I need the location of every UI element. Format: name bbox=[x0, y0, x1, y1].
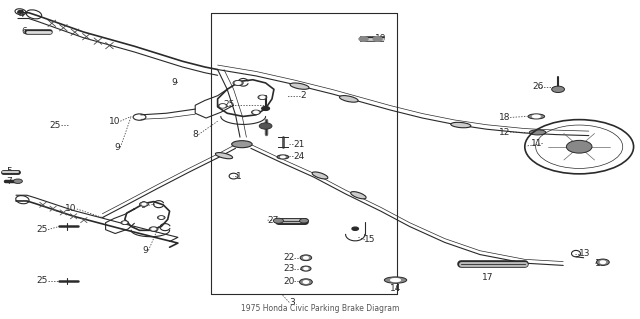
Ellipse shape bbox=[339, 96, 358, 102]
Circle shape bbox=[373, 37, 382, 41]
Circle shape bbox=[596, 259, 609, 265]
Circle shape bbox=[18, 11, 23, 13]
Circle shape bbox=[273, 218, 284, 223]
Text: 17: 17 bbox=[482, 273, 493, 282]
Text: 12: 12 bbox=[499, 128, 510, 137]
Circle shape bbox=[258, 95, 267, 100]
Text: 10: 10 bbox=[65, 204, 77, 213]
Text: 3: 3 bbox=[289, 298, 295, 307]
Circle shape bbox=[300, 219, 308, 223]
Circle shape bbox=[142, 203, 146, 205]
Ellipse shape bbox=[351, 192, 366, 199]
Circle shape bbox=[252, 110, 260, 115]
Ellipse shape bbox=[312, 172, 328, 179]
Circle shape bbox=[160, 217, 163, 218]
Text: 4: 4 bbox=[19, 10, 24, 19]
Circle shape bbox=[300, 279, 312, 285]
Circle shape bbox=[218, 104, 227, 108]
Text: 18: 18 bbox=[499, 113, 510, 122]
Text: 11: 11 bbox=[531, 139, 543, 148]
Circle shape bbox=[220, 105, 225, 107]
Circle shape bbox=[300, 255, 312, 261]
Circle shape bbox=[262, 107, 269, 110]
Text: 1975 Honda Civic Parking Brake Diagram: 1975 Honda Civic Parking Brake Diagram bbox=[241, 304, 399, 313]
Text: 9: 9 bbox=[140, 201, 146, 210]
Circle shape bbox=[359, 37, 368, 41]
Text: 25: 25 bbox=[223, 100, 235, 109]
Text: 22: 22 bbox=[283, 253, 294, 262]
Circle shape bbox=[140, 202, 148, 206]
Ellipse shape bbox=[529, 130, 546, 135]
Ellipse shape bbox=[232, 141, 252, 148]
Ellipse shape bbox=[532, 115, 540, 118]
Ellipse shape bbox=[528, 114, 545, 119]
Text: 6: 6 bbox=[21, 27, 27, 36]
Text: 24: 24 bbox=[293, 152, 305, 161]
Text: 21: 21 bbox=[293, 140, 305, 149]
Text: 5: 5 bbox=[6, 167, 12, 176]
Text: 25: 25 bbox=[36, 225, 48, 234]
Text: 16: 16 bbox=[595, 259, 607, 268]
Circle shape bbox=[124, 222, 126, 223]
Text: 14: 14 bbox=[390, 284, 401, 293]
Ellipse shape bbox=[280, 156, 285, 158]
Text: 13: 13 bbox=[579, 249, 591, 258]
Ellipse shape bbox=[451, 122, 471, 128]
Circle shape bbox=[157, 216, 165, 219]
Circle shape bbox=[13, 179, 22, 183]
Circle shape bbox=[260, 96, 265, 99]
Text: 27: 27 bbox=[268, 216, 279, 225]
Text: 15: 15 bbox=[364, 235, 375, 244]
Circle shape bbox=[253, 111, 259, 113]
Circle shape bbox=[352, 227, 358, 230]
Text: 25: 25 bbox=[49, 121, 61, 130]
Circle shape bbox=[149, 227, 158, 231]
Text: 9: 9 bbox=[143, 246, 148, 255]
Text: 8: 8 bbox=[193, 130, 198, 139]
Text: 9: 9 bbox=[115, 143, 120, 152]
Circle shape bbox=[233, 80, 243, 85]
Text: 26: 26 bbox=[532, 82, 543, 91]
Text: 2: 2 bbox=[301, 91, 307, 100]
Text: 9: 9 bbox=[172, 78, 177, 87]
Circle shape bbox=[259, 123, 272, 129]
Circle shape bbox=[552, 86, 564, 93]
Circle shape bbox=[121, 221, 129, 225]
Ellipse shape bbox=[290, 83, 309, 89]
Circle shape bbox=[303, 281, 308, 283]
Text: 1: 1 bbox=[236, 172, 241, 181]
Text: 25: 25 bbox=[36, 276, 48, 285]
Circle shape bbox=[303, 256, 308, 259]
Circle shape bbox=[600, 261, 605, 263]
Ellipse shape bbox=[216, 152, 232, 159]
Ellipse shape bbox=[390, 279, 401, 281]
Text: 19: 19 bbox=[375, 34, 387, 43]
Circle shape bbox=[304, 268, 308, 270]
Circle shape bbox=[301, 266, 311, 271]
Text: 20: 20 bbox=[283, 277, 294, 286]
Text: 7: 7 bbox=[6, 177, 12, 186]
Circle shape bbox=[152, 228, 156, 230]
Ellipse shape bbox=[277, 155, 289, 159]
Circle shape bbox=[236, 82, 241, 84]
Ellipse shape bbox=[384, 277, 407, 283]
Text: 10: 10 bbox=[109, 117, 120, 126]
Text: 23: 23 bbox=[283, 264, 294, 273]
Circle shape bbox=[566, 140, 592, 153]
